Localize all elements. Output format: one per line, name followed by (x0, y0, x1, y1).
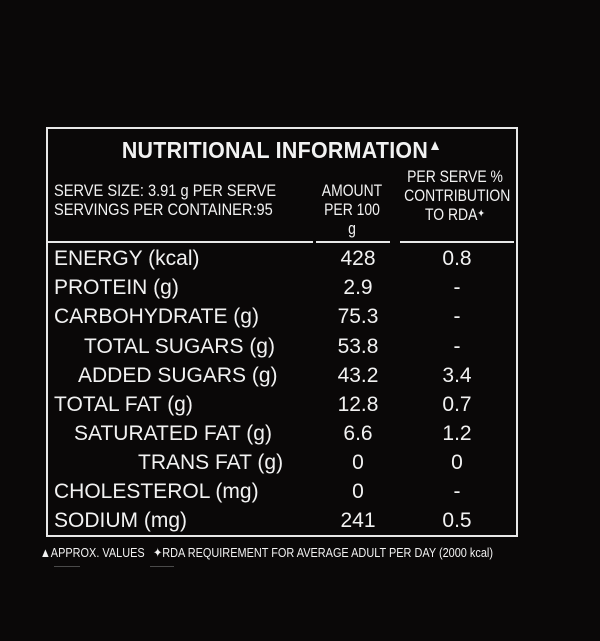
nutrient-name: TOTAL FAT (g) (54, 393, 193, 416)
amount-per-100g: 12.8 (337, 393, 379, 416)
table-row: PROTEIN (g) 2.9 - (48, 274, 516, 303)
nutrient-name: CARBOHYDRATE (g) (54, 305, 259, 328)
serving-info: SERVE SIZE: 3.91 g PER SERVE SERVINGS PE… (54, 181, 276, 219)
nutrient-name: SODIUM (mg) (54, 509, 187, 532)
amount-per-100g: 428 (340, 247, 376, 270)
amount-per-100g: 75.3 (337, 305, 379, 328)
rda-percent: - (453, 276, 461, 299)
amount-per-100g: 2.9 (343, 276, 373, 299)
column-header-rda-text: TO RDA (425, 205, 478, 224)
table-row: ADDED SUGARS (g) 43.2 3.4 (48, 362, 516, 391)
rda-percent: - (453, 335, 461, 358)
rda-percent: - (453, 305, 461, 328)
footnote-underline (150, 566, 174, 567)
table-row: TRANS FAT (g) 0 0 (48, 449, 516, 478)
amount-per-100g: 0 (352, 480, 364, 503)
rda-percent: 0 (451, 451, 463, 474)
table-row: SODIUM (mg) 241 0.5 (48, 507, 516, 536)
footnote-rda: ✦RDA REQUIREMENT FOR AVERAGE ADULT PER D… (153, 545, 493, 560)
table-row: TOTAL FAT (g) 12.8 0.7 (48, 391, 516, 420)
nutrient-name: PROTEIN (g) (54, 276, 179, 299)
column-header-rda-line-2: CONTRIBUTION (404, 186, 511, 205)
table-row: ENERGY (kcal) 428 0.8 (48, 245, 516, 274)
amount-per-100g: 241 (340, 509, 376, 532)
panel-title: NUTRITIONAL INFORMATION▲ (64, 137, 499, 164)
table-row: SATURATED FAT (g) 6.6 1.2 (48, 420, 516, 449)
column-header-rda-line-1: PER SERVE % (407, 167, 503, 186)
serve-size: SERVE SIZE: 3.91 g PER SERVE (54, 181, 277, 200)
approx-mark-icon: ▲ (428, 137, 443, 154)
nutrient-name: TRANS FAT (g) (138, 451, 284, 474)
amount-per-100g: 53.8 (337, 335, 379, 358)
header-divider (48, 241, 313, 243)
rda-percent: - (453, 480, 461, 503)
rda-percent: 0.8 (442, 247, 472, 270)
nutrient-name: ENERGY (kcal) (54, 247, 200, 270)
nutrient-name: SATURATED FAT (g) (74, 422, 272, 445)
column-header-rda: PER SERVE % CONTRIBUTION TO RDA✦ (404, 167, 511, 224)
amount-per-100g: 43.2 (337, 364, 379, 387)
column-header-amount-line-1: AMOUNT (321, 181, 383, 200)
header-divider (316, 241, 390, 243)
rda-percent: 1.2 (442, 422, 472, 445)
rda-percent: 3.4 (442, 364, 472, 387)
servings-per-container: SERVINGS PER CONTAINER:95 (54, 200, 273, 219)
title-text: NUTRITIONAL INFORMATION (121, 137, 429, 163)
table-row: CHOLESTEROL (mg) 0 - (48, 478, 516, 507)
amount-per-100g: 6.6 (343, 422, 373, 445)
nutrient-name: CHOLESTEROL (mg) (54, 480, 259, 503)
column-header-amount-line-2: PER 100 g (324, 200, 380, 238)
footnote-underline (54, 566, 80, 567)
column-header-rda-line-3: TO RDA✦ (404, 205, 506, 224)
rda-mark-icon: ✦ (477, 208, 485, 220)
column-header-amount: AMOUNT PER 100 g (319, 181, 385, 238)
header-divider (400, 241, 514, 243)
amount-per-100g: 0 (352, 451, 364, 474)
table-row: TOTAL SUGARS (g) 53.8 - (48, 333, 516, 362)
nutrient-name: TOTAL SUGARS (g) (84, 335, 275, 358)
nutrition-panel: NUTRITIONAL INFORMATION▲ SERVE SIZE: 3.9… (46, 127, 518, 537)
footnote-approx: ▲APPROX. VALUES (40, 545, 145, 560)
rda-percent: 0.7 (442, 393, 472, 416)
footnote: ▲APPROX. VALUES ✦RDA REQUIREMENT FOR AVER… (40, 545, 493, 561)
table-row: CARBOHYDRATE (g) 75.3 - (48, 303, 516, 332)
nutrient-name: ADDED SUGARS (g) (78, 364, 278, 387)
rda-percent: 0.5 (442, 509, 472, 532)
